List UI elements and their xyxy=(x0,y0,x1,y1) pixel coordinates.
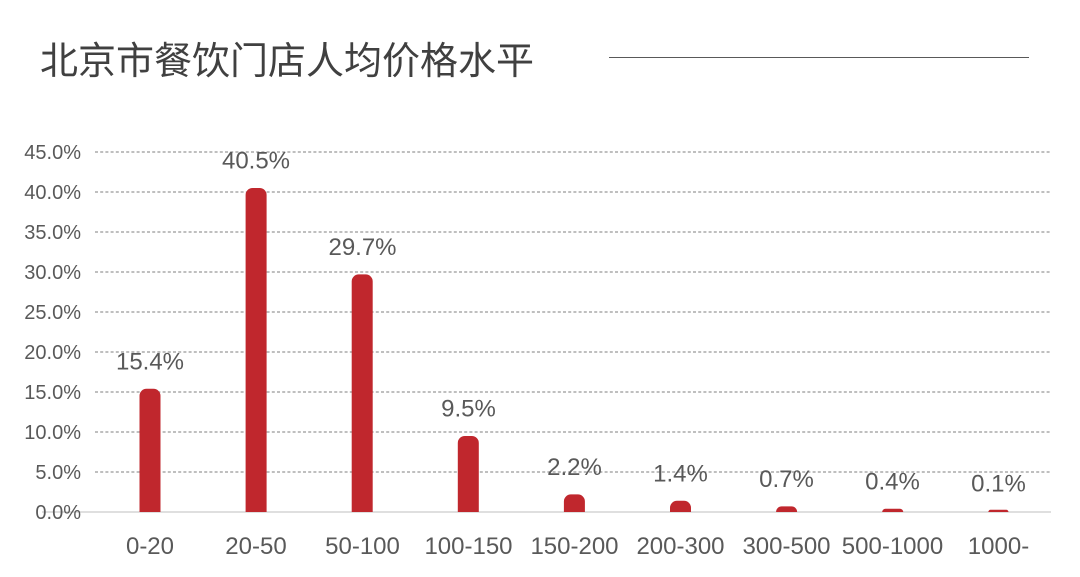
svg-text:300-500: 300-500 xyxy=(742,533,830,560)
svg-text:0-20: 0-20 xyxy=(126,533,174,560)
svg-text:0.7%: 0.7% xyxy=(759,466,814,493)
svg-text:1000-: 1000- xyxy=(968,533,1029,560)
svg-text:15.4%: 15.4% xyxy=(116,348,184,375)
svg-text:35.0%: 35.0% xyxy=(24,222,81,244)
svg-text:150-200: 150-200 xyxy=(530,533,618,560)
svg-text:40.0%: 40.0% xyxy=(24,182,81,204)
svg-text:1.4%: 1.4% xyxy=(653,460,708,487)
svg-text:200-300: 200-300 xyxy=(636,533,724,560)
svg-text:9.5%: 9.5% xyxy=(441,396,496,423)
svg-text:0.1%: 0.1% xyxy=(971,471,1026,498)
svg-text:2.2%: 2.2% xyxy=(547,454,602,481)
svg-text:500-1000: 500-1000 xyxy=(842,533,943,560)
svg-text:29.7%: 29.7% xyxy=(328,234,396,261)
svg-text:25.0%: 25.0% xyxy=(24,302,81,324)
svg-text:30.0%: 30.0% xyxy=(24,262,81,284)
svg-text:5.0%: 5.0% xyxy=(35,462,81,484)
svg-text:45.0%: 45.0% xyxy=(24,142,81,164)
svg-text:15.0%: 15.0% xyxy=(24,382,81,404)
svg-text:100-150: 100-150 xyxy=(424,533,512,560)
svg-text:50-100: 50-100 xyxy=(325,533,400,560)
svg-text:0.4%: 0.4% xyxy=(865,468,920,495)
svg-text:0.0%: 0.0% xyxy=(35,502,81,524)
svg-text:10.0%: 10.0% xyxy=(24,422,81,444)
svg-text:20-50: 20-50 xyxy=(225,533,286,560)
svg-text:40.5%: 40.5% xyxy=(222,148,290,175)
svg-text:20.0%: 20.0% xyxy=(24,342,81,364)
